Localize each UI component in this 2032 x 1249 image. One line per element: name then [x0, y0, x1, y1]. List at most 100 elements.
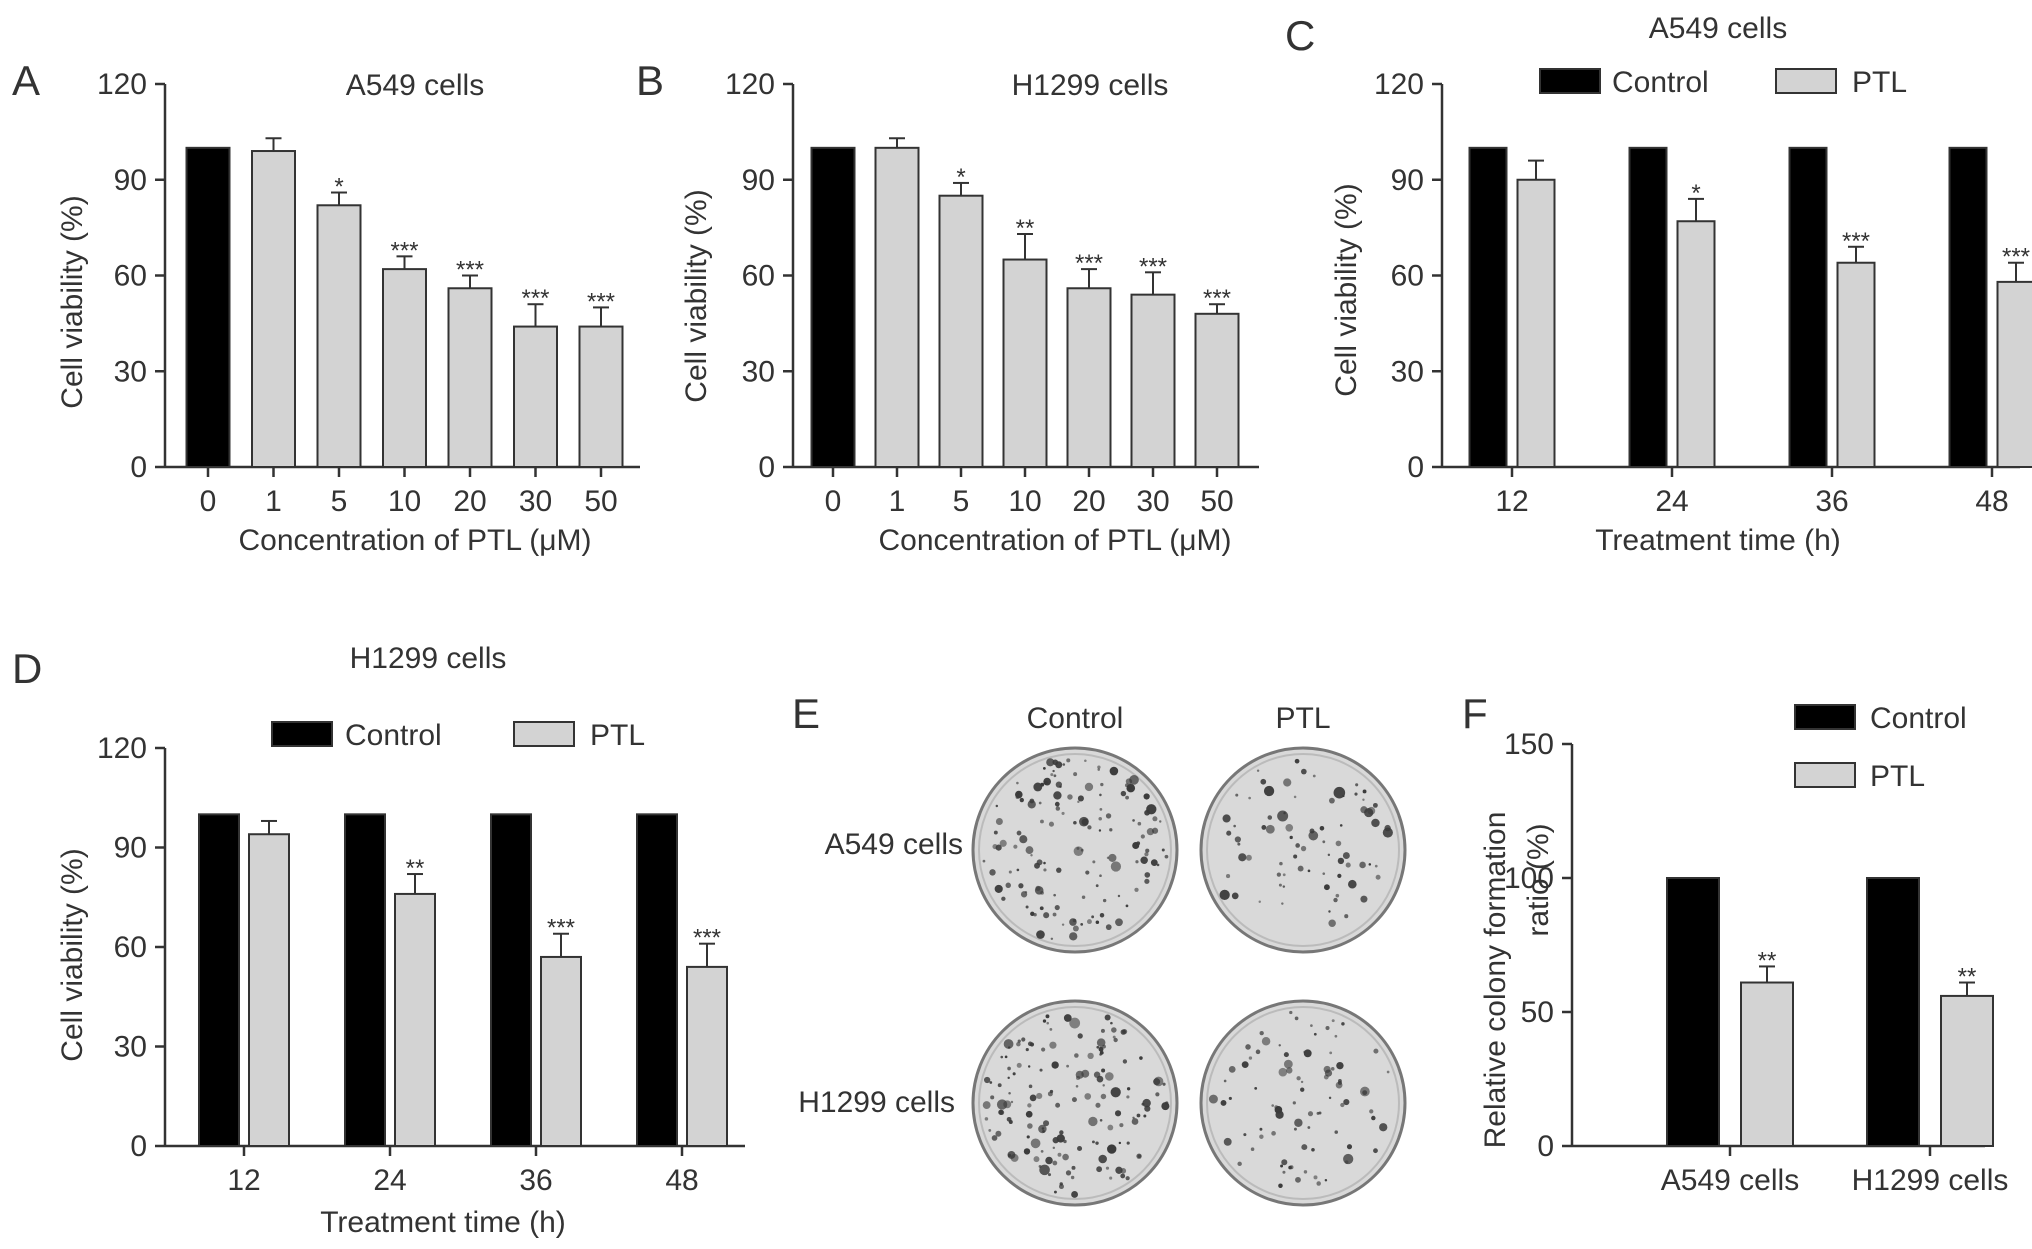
colony: [1261, 825, 1267, 830]
colony: [1018, 883, 1024, 889]
colony: [1095, 920, 1100, 924]
colony-col-label-ptl: PTL: [1275, 702, 1330, 735]
colony: [1125, 778, 1133, 785]
colony: [1049, 1027, 1053, 1031]
x-tick-label: 48: [665, 1164, 698, 1197]
colony: [1109, 766, 1119, 776]
colony: [1144, 1105, 1151, 1112]
colony: [1301, 1144, 1308, 1151]
colony: [1136, 841, 1141, 846]
colony: [1081, 895, 1086, 899]
colony: [1097, 768, 1100, 771]
significance-label: ***: [1139, 253, 1167, 280]
colony: [1300, 845, 1307, 852]
x-tick-label: 10: [1008, 485, 1041, 518]
colony: [1282, 1170, 1286, 1174]
y-tick-label: 90: [742, 164, 775, 197]
colony: [1343, 1098, 1350, 1106]
colony: [1125, 904, 1129, 908]
colony: [1279, 861, 1283, 866]
colony: [1328, 910, 1331, 913]
colony: [1165, 1101, 1169, 1105]
colony: [1281, 902, 1284, 905]
bar: [686, 965, 728, 1148]
colony: [1362, 798, 1365, 801]
colony: [1026, 1135, 1030, 1139]
chart-c-legend-ptl-label: PTL: [1852, 66, 1907, 99]
colony: [1061, 923, 1065, 926]
colony: [1386, 1070, 1390, 1074]
colony: [1098, 1046, 1104, 1052]
colony: [1049, 1089, 1054, 1094]
colony: [1288, 1165, 1292, 1170]
colony: [1120, 1173, 1126, 1179]
chart-panel-a: A549 cells Cell viability (%) Concentrat…: [56, 68, 640, 557]
colony: [1003, 1039, 1014, 1049]
colony-dish: [971, 746, 1179, 954]
chart-c-legend-control-label: Control: [1612, 66, 1709, 99]
colony: [1065, 1170, 1072, 1176]
bar: [1468, 146, 1508, 468]
colony: [982, 859, 986, 863]
colony: [1036, 930, 1045, 939]
significance-label: ***: [547, 915, 575, 942]
colony: [1259, 1127, 1263, 1131]
colony: [1023, 1148, 1031, 1155]
x-tick-label: 24: [373, 1164, 406, 1197]
significance-label: **: [406, 855, 425, 882]
colony: [1105, 924, 1112, 931]
colony: [1271, 1104, 1275, 1107]
colony: [1055, 781, 1062, 788]
colony: [1099, 1050, 1104, 1055]
colony: [1042, 1019, 1047, 1023]
bar: [1948, 146, 1988, 468]
colony: [1052, 912, 1057, 917]
colony: [1030, 911, 1035, 917]
colony: [1045, 1156, 1053, 1165]
colony: [1098, 829, 1102, 832]
chart-panel-d: H1299 cells Cell viability (%) Treatment…: [56, 642, 745, 1239]
colony: [1278, 883, 1282, 887]
bar: [344, 813, 386, 1147]
colony: [1040, 782, 1045, 787]
colony: [1136, 1153, 1142, 1159]
colony: [1029, 1094, 1037, 1102]
colony: [1283, 1052, 1289, 1058]
colony: [1312, 774, 1316, 778]
colony: [1075, 1070, 1084, 1079]
colony: [1038, 1164, 1042, 1168]
bar: [1866, 877, 1920, 1147]
colony: [988, 1129, 992, 1132]
colony-dish: [971, 999, 1179, 1207]
colony: [1128, 786, 1132, 790]
colony: [1117, 894, 1121, 898]
significance-label: ***: [1842, 228, 1870, 255]
colony: [1095, 884, 1099, 888]
x-tick-label: 10: [388, 485, 421, 518]
colony: [1134, 887, 1139, 892]
chart-c-legend-control-swatch: [1539, 68, 1601, 94]
colony: [1384, 824, 1391, 832]
colony: [1342, 852, 1350, 860]
y-tick-label: 60: [1391, 260, 1424, 293]
colony: [1143, 793, 1150, 800]
colony: [991, 1135, 998, 1141]
colony: [1102, 898, 1107, 903]
colony: [1115, 918, 1123, 927]
y-tick-label: 150: [1504, 728, 1554, 761]
colony: [1345, 862, 1351, 868]
chart-f-legend-ptl-swatch: [1794, 762, 1856, 788]
colony: [1283, 1059, 1293, 1069]
colony: [1112, 1035, 1116, 1039]
colony: [1223, 1137, 1232, 1146]
colony: [997, 1083, 1002, 1088]
x-tick-label: 5: [331, 485, 348, 518]
colony: [1164, 854, 1169, 859]
colony: [1145, 848, 1150, 853]
bar: [1676, 220, 1716, 468]
colony: [1316, 1181, 1321, 1186]
panel-letter-b: B: [636, 57, 664, 104]
colony: [1371, 818, 1380, 828]
colony: [1077, 1145, 1083, 1152]
bar: [1666, 877, 1720, 1147]
